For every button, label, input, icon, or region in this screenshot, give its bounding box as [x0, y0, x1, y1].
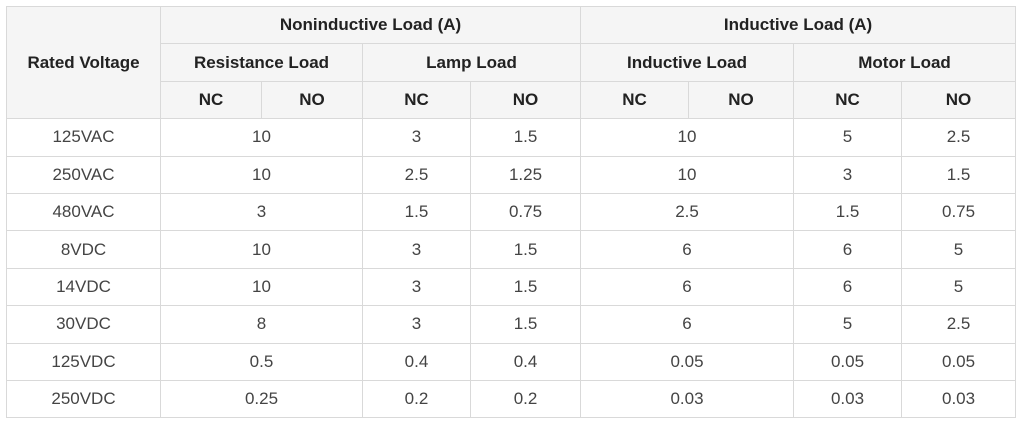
lamp-no-cell: 1.5 [469, 267, 582, 307]
motor-no-header: NO [901, 80, 1017, 120]
voltage-cell: 14VDC [6, 267, 161, 307]
voltage-cell: 125VDC [6, 342, 161, 381]
lamp-no-cell: 0.75 [469, 192, 582, 232]
lamp-no-cell: 1.25 [469, 155, 582, 194]
motor-no-cell: 2.5 [901, 118, 1017, 157]
motor-load-header: Motor Load [793, 43, 1017, 82]
motor-no-cell: 2.5 [901, 305, 1017, 344]
inductive-cell: 6 [580, 267, 795, 307]
motor-nc-cell: 3 [793, 155, 903, 194]
motor-no-cell: 5 [901, 230, 1017, 269]
lamp-nc-cell: 3 [362, 267, 471, 307]
motor-nc-cell: 0.03 [793, 379, 903, 419]
resistance-cell: 10 [160, 118, 363, 157]
inductive-cell: 10 [580, 118, 795, 157]
lamp-no-cell: 1.5 [469, 230, 582, 269]
lamp-nc-cell: 0.4 [362, 342, 471, 381]
motor-no-cell: 1.5 [901, 155, 1017, 194]
motor-no-cell: 0.03 [901, 379, 1017, 419]
lamp-no-cell: 1.5 [469, 305, 582, 344]
inductive-cell: 10 [580, 155, 795, 194]
inductive-load-header: Inductive Load (A) [580, 5, 1017, 45]
resistance-cell: 0.25 [160, 379, 363, 419]
inductive-cell: 0.05 [580, 342, 795, 381]
inductive-cell: 2.5 [580, 192, 795, 232]
inductive-cell: 0.03 [580, 379, 795, 419]
header-row-contact: NC NO NC NO NC NO NC NO [7, 80, 1017, 120]
motor-nc-cell: 0.05 [793, 342, 903, 381]
voltage-cell: 250VDC [6, 379, 161, 419]
table-row: 30VDC 8 3 1.5 6 5 2.5 [6, 305, 1017, 344]
resistance-nc-header: NC [160, 80, 262, 120]
table-header: Rated Voltage Noninductive Load (A) Indu… [6, 5, 1017, 120]
table-row: 14VDC 10 3 1.5 6 6 5 [6, 267, 1017, 307]
load-ratings-table: Rated Voltage Noninductive Load (A) Indu… [6, 5, 1017, 419]
table-row: 125VAC 10 3 1.5 10 5 2.5 [6, 118, 1017, 157]
table-row: 250VDC 0.25 0.2 0.2 0.03 0.03 0.03 [6, 379, 1017, 419]
resistance-cell: 10 [160, 230, 363, 269]
resistance-load-header: Resistance Load [160, 43, 363, 82]
inductive-no-header: NO [688, 80, 795, 120]
lamp-nc-cell: 3 [362, 230, 471, 269]
inductive-cell: 6 [580, 230, 795, 269]
lamp-no-cell: 0.2 [469, 379, 582, 419]
header-row-group: Rated Voltage Noninductive Load (A) Indu… [6, 5, 1017, 120]
resistance-cell: 8 [160, 305, 363, 344]
lamp-nc-header: NC [362, 80, 471, 120]
motor-nc-header: NC [793, 80, 903, 120]
resistance-cell: 0.5 [160, 342, 363, 381]
voltage-cell: 30VDC [6, 305, 161, 344]
voltage-cell: 250VAC [6, 155, 161, 194]
lamp-no-cell: 1.5 [469, 118, 582, 157]
motor-no-cell: 5 [901, 267, 1017, 307]
lamp-nc-cell: 3 [362, 118, 471, 157]
inductive-cell: 6 [580, 305, 795, 344]
voltage-cell: 8VDC [6, 230, 161, 269]
motor-no-cell: 0.05 [901, 342, 1017, 381]
motor-nc-cell: 6 [793, 230, 903, 269]
table-row: 480VAC 3 1.5 0.75 2.5 1.5 0.75 [6, 192, 1017, 232]
resistance-cell: 10 [160, 267, 363, 307]
table-row: 250VAC 10 2.5 1.25 10 3 1.5 [6, 155, 1017, 194]
motor-no-cell: 0.75 [901, 192, 1017, 232]
lamp-nc-cell: 3 [362, 305, 471, 344]
lamp-load-header: Lamp Load [361, 43, 582, 82]
motor-nc-cell: 1.5 [793, 192, 903, 232]
motor-nc-cell: 5 [793, 305, 903, 344]
voltage-cell: 125VAC [6, 118, 161, 157]
rated-voltage-header: Rated Voltage [6, 5, 161, 120]
lamp-no-header: NO [469, 80, 582, 120]
lamp-no-cell: 0.4 [469, 342, 582, 381]
resistance-cell: 10 [160, 155, 363, 194]
table-row: 8VDC 10 3 1.5 6 6 5 [6, 230, 1017, 269]
lamp-nc-cell: 1.5 [362, 192, 471, 232]
resistance-cell: 3 [160, 192, 363, 232]
table-row: 125VDC 0.5 0.4 0.4 0.05 0.05 0.05 [6, 342, 1017, 381]
inductive-nc-header: NC [580, 80, 690, 120]
header-row-load-type: Resistance Load Lamp Load Inductive Load… [7, 43, 1017, 82]
voltage-cell: 480VAC [6, 192, 161, 232]
resistance-no-header: NO [261, 80, 363, 120]
inductive-subload-header: Inductive Load [580, 43, 795, 82]
table-body: 125VAC 10 3 1.5 10 5 2.5 250VAC 10 2.5 1… [6, 118, 1017, 419]
noninductive-load-header: Noninductive Load (A) [159, 5, 582, 45]
motor-nc-cell: 6 [793, 267, 903, 307]
lamp-nc-cell: 2.5 [362, 155, 471, 194]
motor-nc-cell: 5 [793, 118, 903, 157]
lamp-nc-cell: 0.2 [362, 379, 471, 419]
